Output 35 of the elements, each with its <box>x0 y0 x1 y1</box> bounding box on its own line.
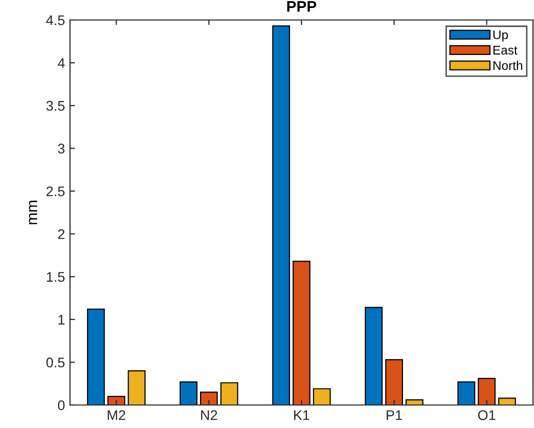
y-tick-label: 1.5 <box>46 272 65 282</box>
bar <box>272 25 290 405</box>
bar <box>200 392 218 405</box>
bar <box>406 399 424 405</box>
x-tick-label: P1 <box>386 410 402 420</box>
chart-title: PPP <box>287 1 316 12</box>
y-tick-label: 3.5 <box>46 100 65 111</box>
y-axis-title: mm <box>28 200 38 224</box>
bar <box>498 398 516 405</box>
x-tick-label: O1 <box>478 410 496 420</box>
y-tick-label: 1 <box>58 314 64 324</box>
x-tick-label: K1 <box>294 410 310 420</box>
y-tick-label: 4.5 <box>46 15 65 26</box>
y-tick-label: 2.5 <box>46 186 65 196</box>
y-tick-label: 2 <box>58 229 64 239</box>
bar <box>180 381 198 405</box>
bar <box>220 382 238 405</box>
legend-label: East <box>493 46 518 55</box>
bar <box>292 260 310 405</box>
legend-label: North <box>493 60 522 70</box>
x-tick-label: N2 <box>201 410 218 420</box>
y-tick-label: 0 <box>58 400 65 410</box>
bar <box>312 388 331 405</box>
bar <box>364 306 383 405</box>
bar <box>87 308 105 405</box>
y-tick-label: 4 <box>58 58 65 68</box>
bar <box>457 381 476 405</box>
bar <box>385 359 404 405</box>
bar <box>478 378 496 405</box>
legend-label: Up <box>493 30 508 42</box>
x-tick-label: M2 <box>108 410 126 420</box>
bar <box>128 370 146 405</box>
y-tick-label: 3 <box>58 144 65 154</box>
bar <box>107 396 126 405</box>
y-tick-label: 0.5 <box>46 358 65 368</box>
